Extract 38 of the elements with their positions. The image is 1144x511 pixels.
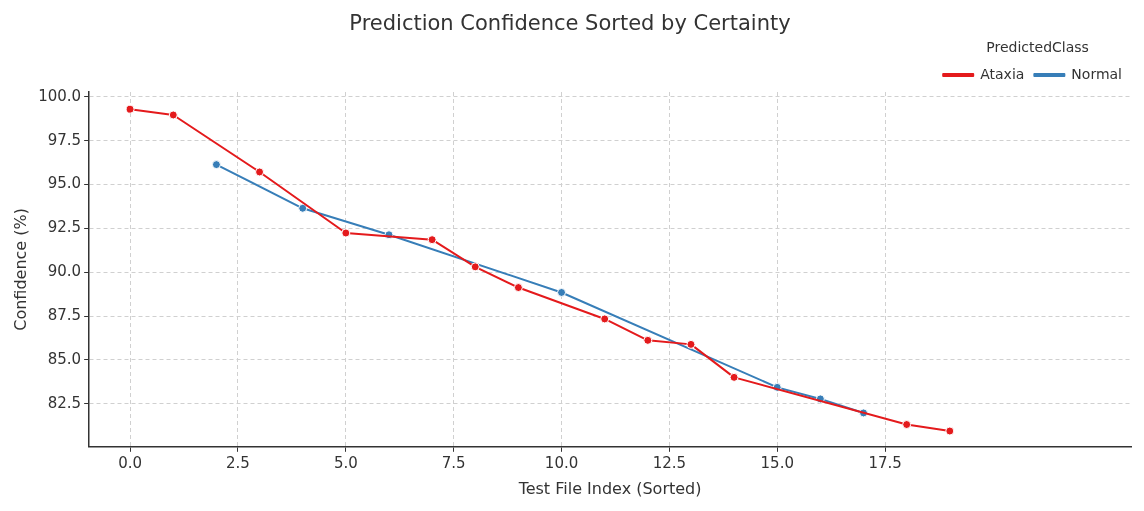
- point: [945, 426, 955, 436]
- point: [211, 160, 221, 170]
- x-tick-label: 10.0: [544, 453, 579, 472]
- point: [341, 228, 351, 238]
- y-tick-label: 85.0: [47, 349, 82, 368]
- y-tick-label: 87.5: [47, 306, 82, 325]
- point: [600, 314, 610, 324]
- x-tick-label: 17.5: [868, 453, 902, 472]
- point: [298, 203, 308, 213]
- x-tick-label: 2.5: [226, 453, 250, 472]
- point: [255, 167, 265, 177]
- y-tick-label: 92.5: [47, 218, 82, 237]
- point: [427, 235, 437, 245]
- chart-title: Prediction Confidence Sorted by Certainty: [349, 11, 791, 36]
- y-tick-label: 100.0: [38, 86, 82, 105]
- y-axis-title: Confidence (%): [10, 208, 30, 331]
- point: [125, 104, 135, 114]
- x-axis-title: Test File Index (Sorted): [517, 478, 702, 498]
- x-tick-label: 5.0: [333, 453, 358, 472]
- x-tick-label: 0.0: [118, 453, 143, 472]
- point: [686, 339, 696, 349]
- y-tick-label: 82.5: [47, 393, 82, 412]
- y-tick-label: 97.5: [47, 130, 82, 149]
- x-tick-label: 12.5: [652, 453, 687, 472]
- x-tick-label: 15.0: [760, 453, 794, 472]
- point: [513, 283, 523, 293]
- point: [557, 287, 567, 297]
- point: [470, 262, 480, 272]
- point: [729, 372, 739, 382]
- y-tick-label: 95.0: [47, 174, 82, 193]
- point: [902, 420, 912, 430]
- y-tick-label: 90.0: [47, 262, 82, 281]
- point: [643, 335, 653, 345]
- legend-label: Normal: [1071, 65, 1122, 82]
- point: [168, 110, 178, 120]
- x-tick-label: 7.5: [441, 453, 466, 472]
- legend-label: Ataxia: [980, 65, 1025, 82]
- legend-title: PredictedClass: [986, 38, 1089, 55]
